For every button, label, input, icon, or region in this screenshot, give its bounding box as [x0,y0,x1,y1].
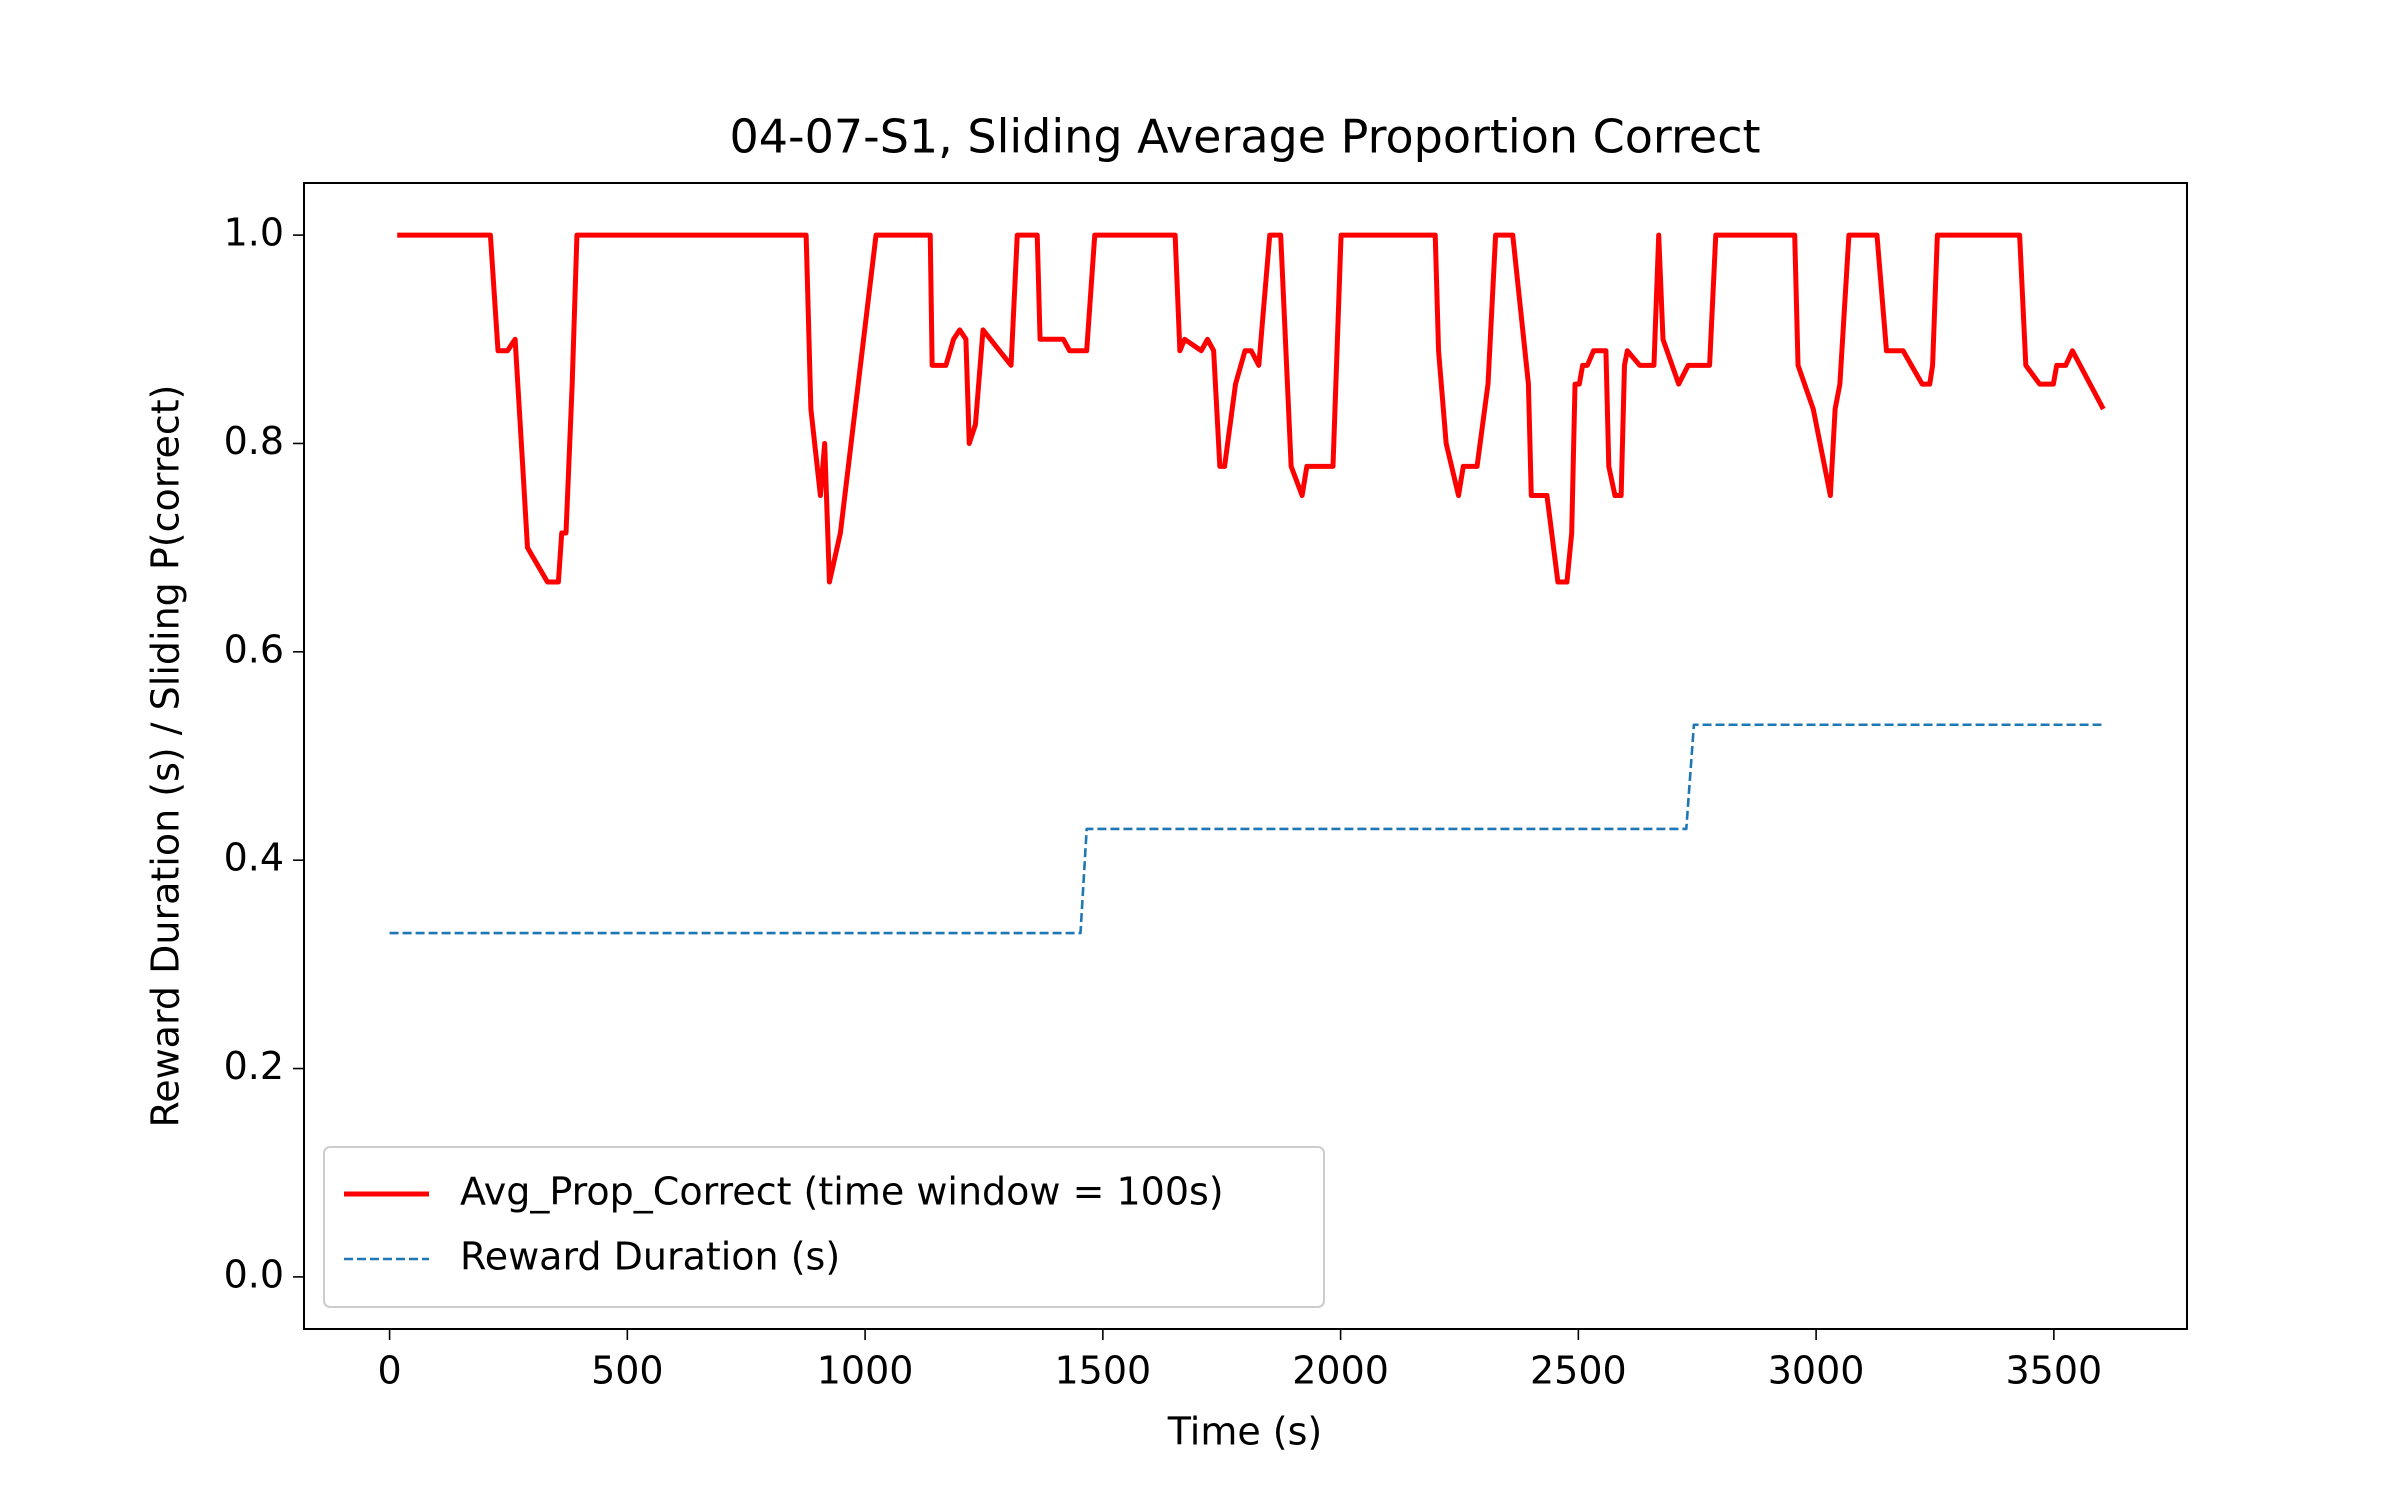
y-tick-label: 0.0 [224,1252,284,1296]
legend-label: Reward Duration (s) [460,1235,840,1279]
data-line [389,723,2102,935]
x-tick-label: 1000 [817,1349,914,1393]
x-tick-label: 0 [377,1349,401,1393]
x-tick-label: 1500 [1054,1349,1151,1393]
x-axis-label: Time (s) [1167,1410,1323,1454]
y-tick-label: 0.4 [224,836,284,880]
y-tick-label: 0.6 [224,627,284,671]
x-tick-label: 3000 [1768,1349,1865,1393]
x-tick-label: 2500 [1530,1349,1627,1393]
plot-frame [303,182,2188,1330]
legend-box [323,1146,1325,1308]
x-tick-label: 2000 [1292,1349,1389,1393]
x-tick-label: 500 [591,1349,664,1393]
y-axis-label: Reward Duration (s) / Sliding P(correct) [144,385,188,1128]
data-line [397,232,2106,585]
y-tick-label: 1.0 [224,211,284,255]
legend-label: Avg_Prop_Correct (time window = 100s) [460,1170,1224,1214]
y-tick-label: 0.8 [224,419,284,463]
chart-title: 04-07-S1, Sliding Average Proportion Cor… [729,110,1760,164]
y-tick-label: 0.2 [224,1044,284,1088]
x-tick-label: 3500 [2005,1349,2102,1393]
